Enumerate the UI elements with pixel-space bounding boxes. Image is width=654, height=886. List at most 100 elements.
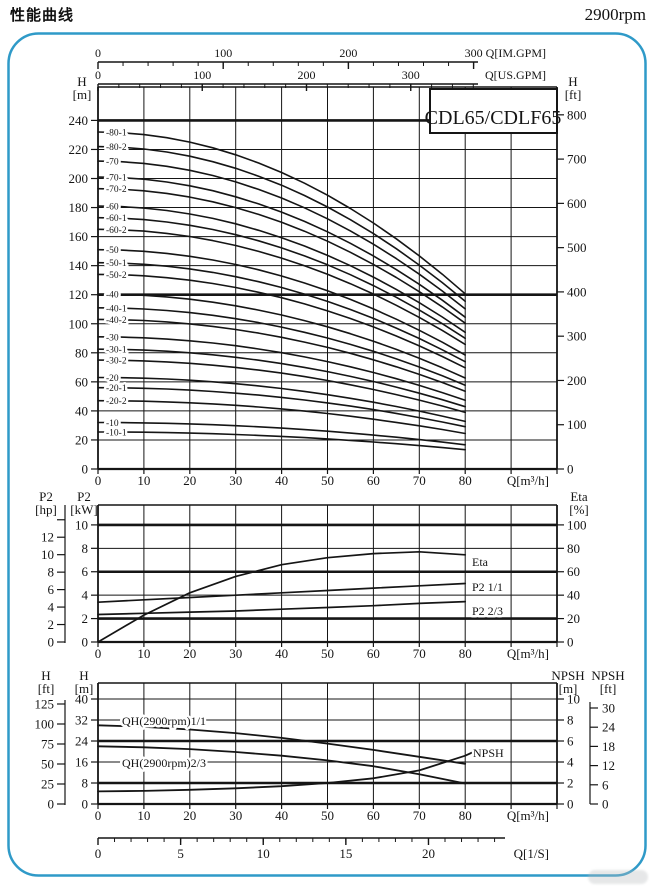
axis-label: 0 [95,846,102,861]
curve-label: -50 [106,246,119,256]
curve-cdl65-70-2 [97,187,466,324]
axis-label: 100 [567,417,587,432]
axis-label: 0 [567,462,574,477]
axis-label: 60 [567,564,580,579]
curve-label: -10-1 [106,428,127,438]
axis-title: NPSH [591,668,624,683]
x-axis-unit: Q[m³/h] [507,808,549,823]
curve-label: -20-1 [106,384,127,394]
axis-label: 12 [41,530,54,545]
axis-label: 40 [275,646,288,661]
axis-label: 50 [321,646,334,661]
axis-label: 30 [229,646,242,661]
curve-cdl65-60 [97,205,466,334]
model-label-box [429,88,558,134]
axis-label: 10 [41,547,54,562]
curve-label: -50-2 [106,271,127,281]
axis-title: H [77,74,86,89]
axis-label: 20 [183,473,196,488]
curve-cdl65-30-2 [97,359,466,414]
axis-label: 6 [567,734,574,749]
curve-cdl65-10-1 [97,431,466,451]
axis-label: 18 [602,739,615,754]
curve-cdl65-40-1 [97,307,466,386]
curve-cdl65-50-2 [97,273,466,369]
axis-label: 160 [69,229,89,244]
axis-label: 0 [95,646,102,661]
curve-npsh [97,750,476,793]
axis-label: 15 [339,846,352,861]
axis-label: 125 [35,696,55,711]
curve-label: -70-1 [106,174,127,184]
axis-label: 0 [82,797,89,812]
axis-label: 50 [321,473,334,488]
axis-label: 10 [567,692,580,707]
watermark [588,870,648,884]
axis-label: 140 [69,258,89,273]
axis-label: 80 [459,473,472,488]
axis-label: 70 [413,473,426,488]
axis-label: 20 [567,611,580,626]
sub-axis-unit: Q[1/S] [514,846,549,861]
axis-label: 32 [75,713,88,728]
chart-power-efficiency: 0 10 20 30 40 50 60 70 80 Q[m³/h]0246810020406080… [35,489,589,661]
axis-label: 100 [35,716,55,731]
axis-label: 60 [367,473,380,488]
axis-label: 8 [567,713,574,728]
axis-label: 240 [69,113,89,128]
axis-label: 100 [69,316,89,331]
axis-label: 20 [183,808,196,823]
curve-cdl65-50-1 [97,261,466,363]
axis-label: 4 [82,588,89,603]
series-label: Eta [472,555,489,569]
axis-label: 8 [48,565,55,580]
axis-label: 100 [214,46,232,60]
axis-label: 0 [48,635,55,650]
axis-label: 24 [75,734,89,749]
axis-label: 2 [48,617,55,632]
curve-eta [97,550,467,643]
curve-p2-2-3 [97,600,467,616]
axis-label: 0 [567,635,574,650]
axis-title: P2 [77,489,91,504]
axis-label: 10 [257,846,270,861]
curve-label: -40-2 [106,316,127,326]
axis-label: 200 [339,46,357,60]
axis-label: 2 [82,611,89,626]
axis-label: 300 [465,46,483,60]
axis-label: 25 [41,776,54,791]
curve-qh-2900rpm-2-3 [97,745,467,785]
curve-label: -30-1 [106,346,127,356]
axis-label: 0 [95,46,101,60]
axis-label: 60 [367,646,380,661]
curve-cdl65-60-1 [97,216,466,340]
axis-title: H [79,668,88,683]
axis-label: 0 [602,797,609,812]
axis-label: 4 [48,600,55,615]
curve-cdl65-30 [97,336,466,402]
axis-label: 0 [567,797,574,812]
axis-label: 12 [602,758,615,773]
curve-cdl65-20-2 [97,399,466,435]
axis-label: 6 [48,582,55,597]
axis-label: 100 [567,517,587,532]
axis-label: 75 [41,736,54,751]
curve-cdl65-50 [97,248,466,356]
series-label: NPSH [473,746,504,760]
axis-label: 70 [413,646,426,661]
axis-label: 300 [567,329,587,344]
chart-stage-head-npsh: 0 10 20 30 40 50 60 70 80 Q[m³/h]0816243240024681… [35,668,625,861]
axis-label: 6 [602,777,609,792]
axis-label: 40 [275,808,288,823]
axis-title: [%] [569,502,589,517]
axis-title: Eta [570,489,588,504]
axis-label: 700 [567,152,587,167]
series-label: P2 2/3 [472,604,503,618]
axis-label: 6 [82,564,89,579]
curve-label: -60 [106,203,119,213]
axis-label: 70 [413,808,426,823]
axis-title: H [41,668,50,683]
x-axis-unit: Q[m³/h] [507,473,549,488]
axis-label: 20 [422,846,435,861]
axis-label: 0 [95,68,101,82]
